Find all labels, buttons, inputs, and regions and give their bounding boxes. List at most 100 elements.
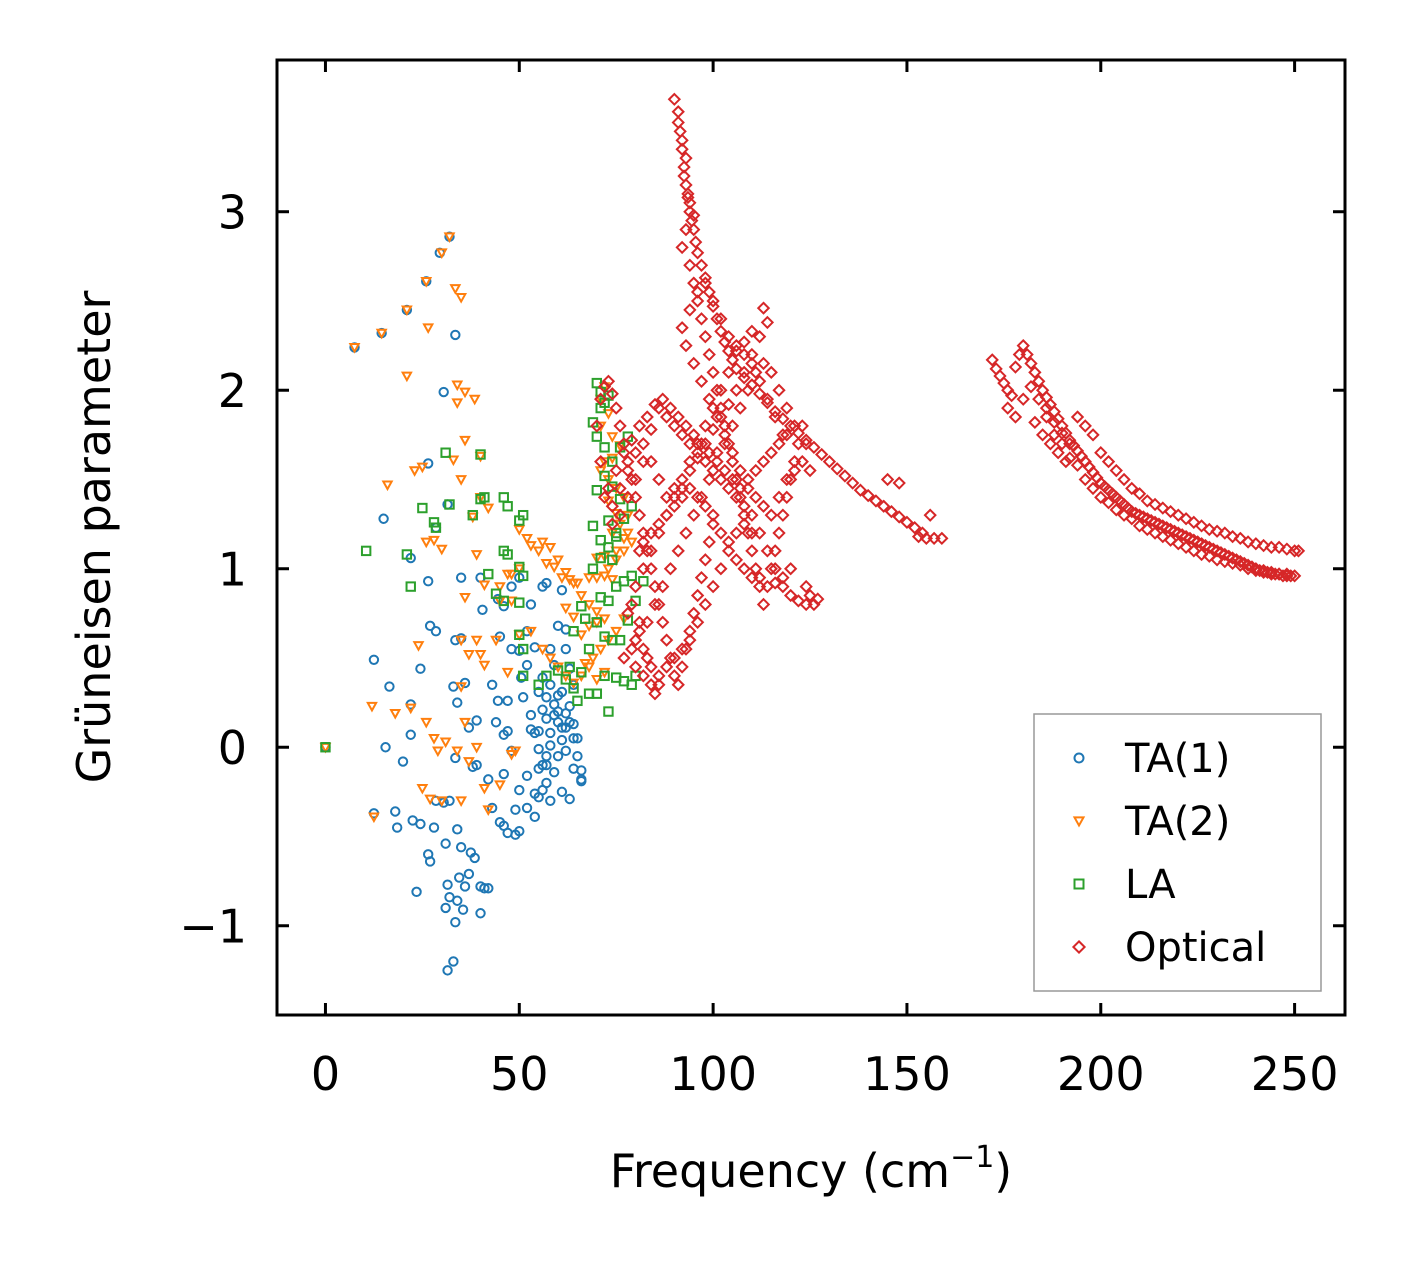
data-point	[517, 643, 529, 655]
data-point	[656, 392, 670, 406]
data-point	[603, 595, 614, 607]
data-point	[1039, 410, 1054, 424]
data-point	[1280, 542, 1294, 556]
data-point	[618, 546, 630, 558]
data-point	[601, 481, 616, 496]
data-point	[787, 419, 802, 433]
data-point	[911, 529, 926, 544]
data-point	[749, 562, 763, 576]
data-point	[675, 133, 689, 147]
data-point	[525, 626, 537, 638]
data-point	[452, 824, 463, 835]
data-point	[360, 545, 372, 557]
data-point	[659, 633, 674, 647]
data-point	[725, 472, 740, 487]
data-point	[544, 542, 557, 554]
data-point	[575, 591, 588, 602]
data-point	[463, 868, 475, 880]
data-point	[368, 654, 380, 665]
data-point	[621, 606, 635, 621]
data-point	[552, 665, 564, 676]
data-point	[694, 258, 709, 272]
data-point	[572, 695, 583, 707]
data-point	[687, 428, 701, 442]
data-point	[683, 463, 697, 478]
data-point	[605, 499, 619, 513]
data-point	[628, 660, 643, 674]
data-point	[803, 463, 817, 478]
legend-entry: TA(2)	[1072, 799, 1230, 845]
data-point	[416, 462, 429, 474]
data-point	[644, 422, 658, 437]
data-point	[1039, 401, 1054, 415]
data-point	[721, 397, 736, 412]
data-point	[671, 678, 685, 692]
data-point	[1016, 392, 1030, 406]
data-point	[389, 708, 402, 720]
data-point	[690, 246, 705, 260]
y-axis-label: Grüneisen parameter	[67, 290, 121, 783]
data-point	[606, 453, 619, 465]
legend-label: Optical	[1125, 925, 1266, 971]
data-point	[455, 635, 468, 647]
data-point	[1218, 526, 1232, 540]
data-point	[799, 579, 813, 594]
data-point	[725, 446, 740, 460]
data-point	[667, 419, 682, 433]
data-point	[1225, 529, 1240, 544]
data-point	[729, 490, 744, 505]
data-point	[640, 615, 654, 629]
data-point	[714, 383, 728, 397]
data-point	[745, 570, 759, 585]
data-point	[1020, 347, 1034, 362]
data-point	[632, 624, 647, 638]
data-point	[514, 784, 525, 796]
data-point	[737, 517, 751, 531]
data-point	[1132, 487, 1147, 501]
data-point	[652, 401, 666, 415]
data-point	[892, 510, 906, 524]
data-point	[1187, 544, 1201, 558]
data-point	[710, 446, 724, 460]
data-point	[1032, 392, 1046, 406]
data-point	[537, 704, 548, 715]
data-point	[579, 613, 591, 624]
data-point	[401, 549, 413, 560]
data-point	[687, 276, 701, 290]
data-point	[1163, 504, 1178, 519]
data-point	[683, 303, 697, 317]
data-point	[737, 562, 751, 576]
data-point	[1156, 501, 1170, 515]
data-point	[502, 549, 513, 560]
data-point	[644, 526, 658, 540]
data-point	[663, 651, 678, 665]
data-point	[594, 454, 608, 469]
data-point	[559, 567, 572, 579]
data-point	[690, 294, 705, 308]
data-point	[391, 822, 403, 833]
data-point	[521, 802, 533, 814]
data-point	[718, 437, 732, 451]
data-point	[1086, 428, 1100, 442]
data-point	[459, 387, 471, 399]
data-point	[698, 553, 713, 567]
data-point	[451, 746, 464, 758]
data-point	[752, 387, 767, 401]
data-point	[459, 592, 471, 604]
series-ta-1	[320, 231, 587, 976]
data-point	[1109, 463, 1123, 478]
data-point	[1024, 356, 1038, 371]
data-point	[729, 362, 744, 376]
data-point	[428, 733, 440, 745]
data-point	[760, 544, 775, 558]
data-point	[455, 475, 468, 486]
data-point	[533, 679, 544, 690]
data-point	[603, 542, 614, 553]
data-point	[923, 508, 937, 522]
data-point	[830, 462, 844, 476]
data-point	[1047, 415, 1061, 430]
data-point	[502, 501, 513, 512]
data-point	[521, 659, 533, 671]
data-point	[567, 578, 580, 590]
data-point	[1035, 428, 1050, 442]
